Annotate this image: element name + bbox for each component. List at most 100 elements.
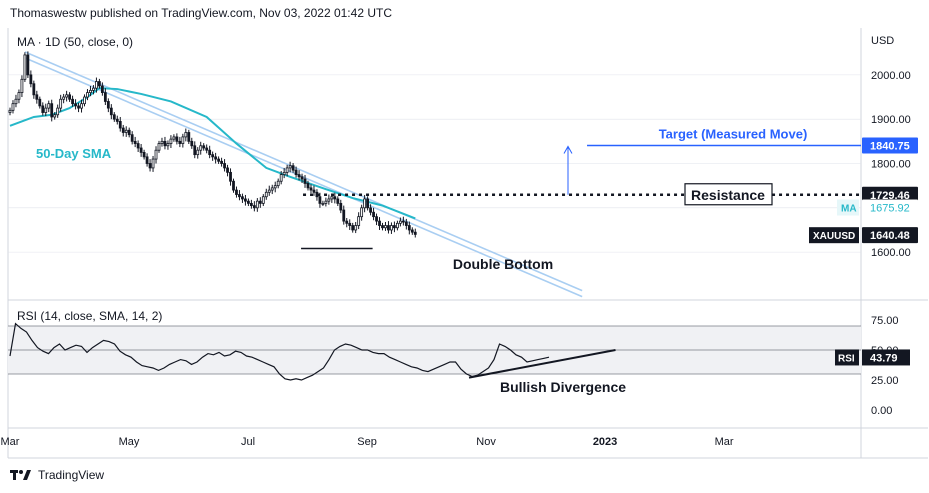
candle-body [133, 140, 137, 144]
candle-body [202, 145, 206, 149]
candle-body [306, 183, 310, 189]
price-tag-xauusd [862, 227, 918, 244]
candle-body [381, 225, 384, 229]
candle-body [103, 92, 107, 102]
candle-body [157, 143, 161, 151]
footer-brand-label: TradingView [38, 468, 105, 482]
candle-body [184, 132, 188, 138]
divergence-label: Bullish Divergence [500, 379, 626, 395]
time-tick-label: Sep [357, 436, 377, 448]
candle-body [38, 98, 42, 107]
candle-body [17, 92, 21, 100]
candle-body [321, 202, 325, 205]
candle-body [312, 189, 316, 193]
time-tick-label: May [119, 436, 140, 448]
ma-line-group [9, 87, 416, 220]
candles [8, 51, 417, 238]
series-tag-xauusd-label: XAUUSD [813, 231, 855, 242]
candle-body [267, 189, 271, 193]
candle-body [378, 220, 381, 226]
candle-body [220, 160, 223, 164]
candle-body [336, 198, 340, 204]
candle-body [71, 98, 74, 105]
candle-body [252, 205, 256, 209]
candle-body [169, 138, 173, 144]
candle-body [264, 191, 268, 198]
candle-body [395, 222, 399, 229]
candle-body [232, 180, 235, 191]
candle-body [413, 231, 417, 235]
time-tick-label: Mar [715, 436, 734, 448]
candle-body [401, 220, 405, 223]
candle-body [318, 196, 322, 204]
candle-body [50, 103, 54, 118]
candle-body [160, 140, 164, 144]
candle-body [178, 140, 182, 144]
rsi-line-group: Bullish Divergence RSI (14, close, SMA, 1… [9, 309, 626, 395]
candle-body [95, 81, 98, 89]
candle-body [270, 187, 274, 191]
candle-body [136, 143, 140, 149]
candle-body [285, 167, 289, 173]
candle-body [294, 169, 298, 175]
candle-body [187, 132, 191, 142]
candle-body [62, 96, 66, 100]
candle-body [166, 143, 170, 147]
candle-body [410, 229, 414, 233]
candle-body [339, 202, 343, 211]
candle-body [407, 225, 411, 231]
footer-brand[interactable]: TradingView [10, 466, 104, 484]
candle-body [205, 147, 209, 151]
candle-body [172, 136, 176, 140]
annotations: 50-Day SMA Double Bottom Resistance Target … [17, 35, 861, 272]
candle-body [357, 216, 361, 226]
candle-body [342, 209, 346, 222]
candle-body [154, 149, 158, 160]
candle-body [14, 98, 18, 105]
candle-body [109, 107, 113, 116]
rsi-line [9, 322, 550, 381]
candle-body [89, 89, 92, 94]
price-pane-title: MA · 1D (50, close, 0) [17, 35, 133, 49]
candle-body [112, 114, 116, 120]
rsi-tick-label: 75.00 [871, 315, 899, 327]
target-arrow-head [563, 145, 573, 154]
price-tag-ma [862, 199, 918, 216]
candle-body [11, 103, 15, 111]
trend-channel-line-1 [24, 57, 583, 298]
candle-body [26, 54, 30, 76]
price-tick-label: 1600.00 [871, 247, 911, 259]
resistance-label: Resistance [691, 187, 765, 203]
candle-body [23, 54, 27, 80]
time-tick-label: Nov [476, 436, 496, 448]
rsi-tick-label: 25.00 [871, 375, 899, 387]
candle-body [297, 174, 301, 178]
candle-body [145, 156, 149, 164]
candle-body [366, 198, 370, 209]
price-tag-target [862, 137, 918, 154]
candle-body [288, 165, 292, 169]
candle-body [282, 171, 286, 175]
candle-body [291, 165, 295, 171]
candle-body [214, 156, 218, 160]
candle-body [130, 134, 134, 142]
candle-body [56, 107, 60, 116]
time-tick-label: 2023 [593, 436, 617, 448]
candle-body [196, 149, 200, 156]
target-label: Target (Measured Move) [659, 126, 808, 141]
candle-body [68, 94, 71, 100]
price-tick-label: 1800.00 [871, 159, 911, 171]
price-grid [8, 74, 861, 253]
candle-body [44, 107, 48, 113]
series-tag-xauusd [809, 227, 859, 244]
candle-body [65, 94, 69, 98]
candle-body [98, 81, 101, 87]
candle-body [121, 127, 125, 133]
candle-body [303, 178, 307, 184]
candle-body [35, 94, 39, 100]
price-tick-label: 1900.00 [871, 114, 911, 126]
candle-body [77, 105, 80, 109]
rsi-series-tag-label: RSI [838, 353, 855, 364]
